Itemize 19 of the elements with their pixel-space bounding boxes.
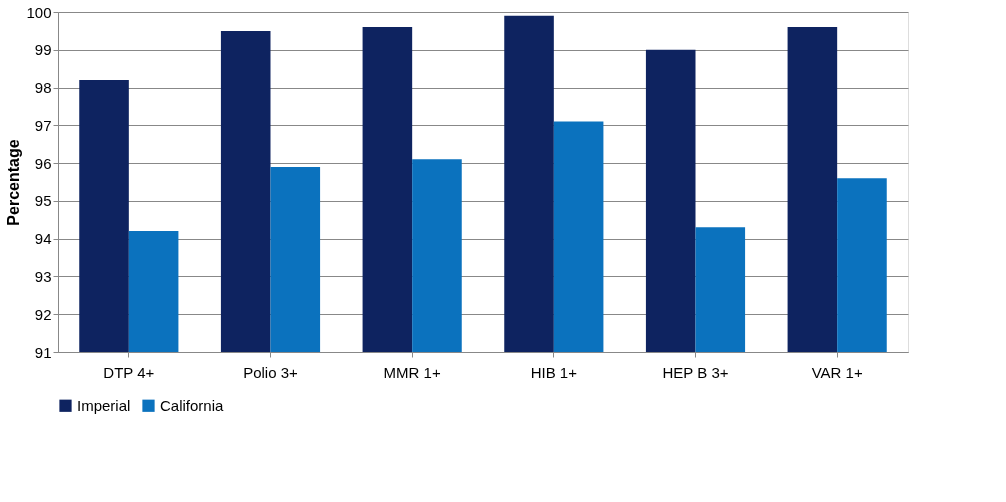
y-tick-label: 94: [34, 230, 52, 248]
y-tick-label: 92: [34, 305, 52, 323]
x-tick-label: MMR 1+: [383, 363, 441, 381]
y-axis-title: Percentage: [5, 139, 23, 226]
y-tick-label: 98: [34, 79, 52, 97]
x-tick-label: HIB 1+: [530, 363, 578, 381]
x-tick-label: HEP B 3+: [662, 363, 729, 381]
y-tick-label: 95: [34, 192, 52, 210]
y-tick-label: 97: [34, 116, 52, 134]
y-tick-label: 99: [34, 41, 52, 59]
y-tick-label: 100: [26, 3, 52, 21]
x-tick-label: Polio 3+: [243, 363, 299, 381]
x-tick-label: VAR 1+: [811, 363, 863, 381]
legend-label: California: [160, 396, 225, 414]
y-tick-label: 93: [34, 267, 52, 285]
x-tick-label: DTP 4+: [103, 363, 155, 381]
y-tick-label: 96: [34, 154, 52, 172]
legend-label: Imperial: [77, 396, 131, 414]
y-tick-label: 91: [34, 343, 52, 361]
